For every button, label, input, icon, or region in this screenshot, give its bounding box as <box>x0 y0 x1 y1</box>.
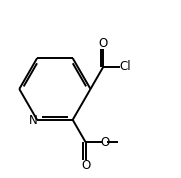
Text: N: N <box>29 114 38 127</box>
Text: Cl: Cl <box>119 60 131 73</box>
Text: O: O <box>100 136 110 149</box>
Text: O: O <box>81 159 90 172</box>
Text: O: O <box>99 37 108 50</box>
